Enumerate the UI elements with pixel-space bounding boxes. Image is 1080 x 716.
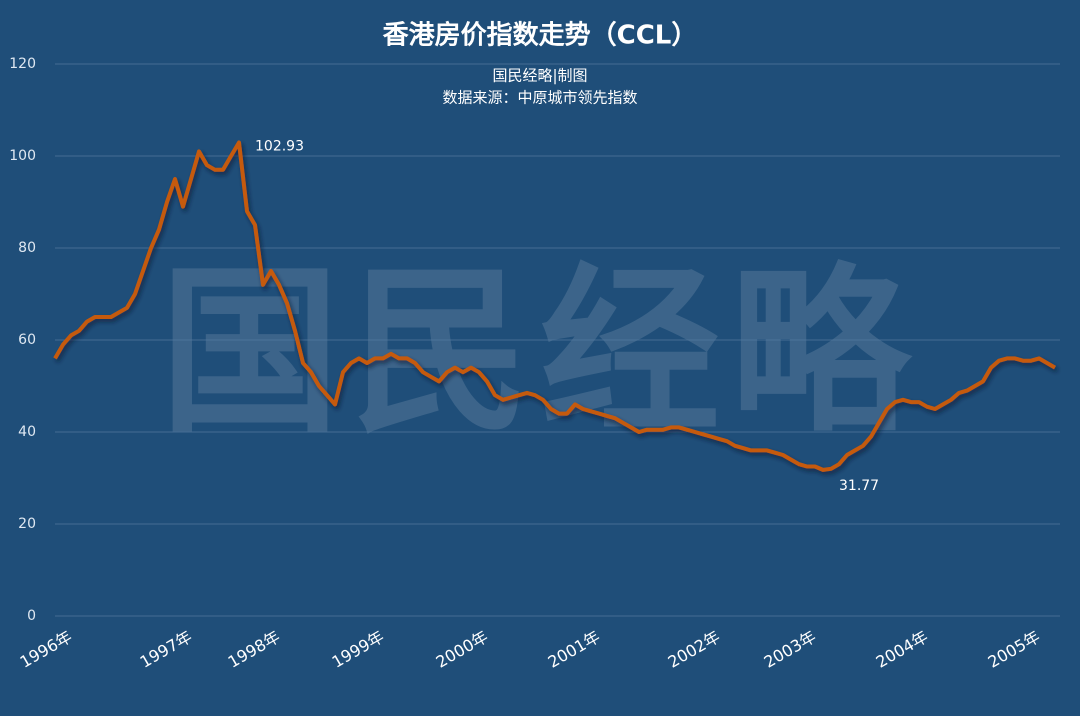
data-label: 31.77	[839, 478, 879, 494]
watermark: 国民经略	[160, 248, 920, 457]
subtitle: 国民经略|制图	[492, 67, 587, 85]
y-tick-label: 20	[18, 516, 36, 532]
y-tick-label: 40	[18, 424, 36, 440]
y-tick-label: 120	[9, 56, 36, 72]
y-tick-label: 80	[18, 240, 36, 256]
data-label: 102.93	[255, 139, 304, 155]
subtitle: 数据来源：中原城市领先指数	[442, 89, 637, 107]
y-tick-label: 0	[27, 608, 36, 624]
data-line	[53, 140, 1056, 472]
y-tick-label: 100	[9, 148, 36, 164]
y-tick-label: 60	[18, 332, 36, 348]
chart-title: 香港房价指数走势（CCL）	[383, 21, 698, 51]
